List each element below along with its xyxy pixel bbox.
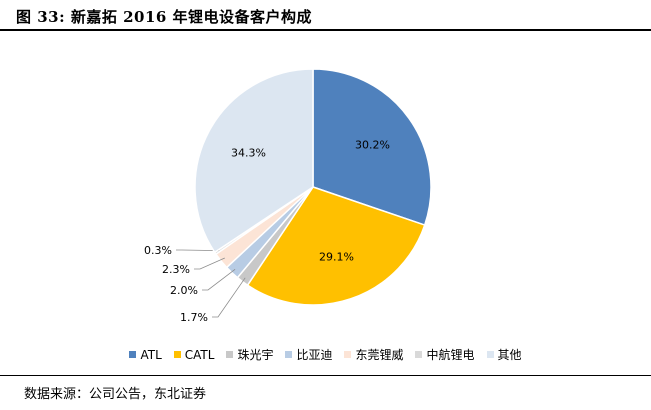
legend-item-1: CATL xyxy=(173,347,215,362)
legend-swatch-0 xyxy=(129,351,137,358)
legend-swatch-4 xyxy=(344,351,352,358)
legend-label-3: 比亚迪 xyxy=(296,348,333,362)
slice-0-atl xyxy=(312,68,432,227)
pie-chart: 30.2% 29.1% 1.7% 2.0% 2.3% 0.3% 34.3% xyxy=(144,68,432,324)
chart-legend: ATL CATL 珠光宇 比亚迪 东莞锂威 中航锂电 其他 xyxy=(0,346,651,363)
figure-title: 图 33: 新嘉拓 2016 年锂电设备客户构成 xyxy=(16,8,313,26)
leader-line-5 xyxy=(176,249,220,251)
legend-swatch-2 xyxy=(226,351,234,358)
legend-label-6: 其他 xyxy=(497,348,522,362)
slice-1-catl xyxy=(246,186,426,306)
legend-label-4: 东莞锂威 xyxy=(355,348,404,362)
legend-item-2: 珠光宇 xyxy=(226,346,273,363)
legend-swatch-5 xyxy=(415,351,423,358)
data-label-2: 1.7% xyxy=(180,311,208,324)
source-divider xyxy=(0,375,651,376)
leader-line-2 xyxy=(212,277,246,318)
legend-label-2: 珠光宇 xyxy=(237,348,274,362)
source-note: 数据来源：公司公告，东北证券 xyxy=(24,387,207,402)
legend-label-0: ATL xyxy=(140,347,162,362)
slice-6-segment xyxy=(194,68,314,254)
legend-item-5: 中航锂电 xyxy=(415,346,475,363)
data-label-4: 2.3% xyxy=(162,263,190,276)
title-divider xyxy=(0,29,651,31)
data-label-5: 0.3% xyxy=(144,244,172,257)
data-label-1: 29.1% xyxy=(319,250,354,263)
legend-item-3: 比亚迪 xyxy=(285,346,332,363)
leader-line-4 xyxy=(194,257,225,270)
legend-label-1: CATL xyxy=(184,347,215,362)
legend-swatch-6 xyxy=(486,351,494,358)
data-label-6: 34.3% xyxy=(231,146,266,159)
legend-item-6: 其他 xyxy=(486,346,522,363)
leader-line-3 xyxy=(202,268,236,291)
legend-swatch-1 xyxy=(173,351,181,358)
legend-item-0: ATL xyxy=(129,347,162,362)
legend-item-4: 东莞锂威 xyxy=(344,346,403,363)
data-label-0: 30.2% xyxy=(355,138,390,151)
legend-label-5: 中航锂电 xyxy=(426,348,475,362)
legend-swatch-3 xyxy=(285,351,293,358)
figure-header: 图 33: 新嘉拓 2016 年锂电设备客户构成 xyxy=(0,0,651,31)
data-label-3: 2.0% xyxy=(170,284,198,297)
